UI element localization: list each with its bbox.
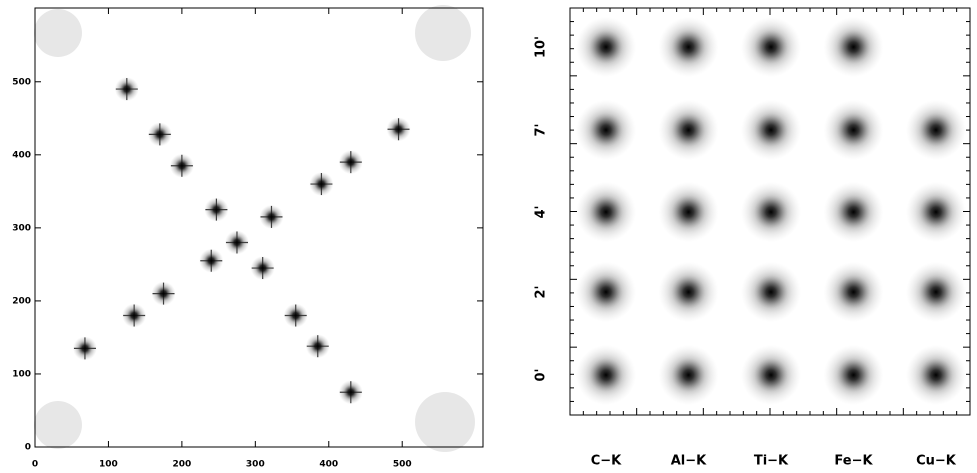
point (73, 336, 97, 360)
point (204, 198, 228, 222)
psf (672, 113, 706, 147)
point (284, 304, 308, 328)
y-tick-label: 500 (12, 77, 31, 87)
psf (672, 358, 706, 392)
left-panel (34, 5, 483, 452)
column-label: Ti−K (754, 454, 789, 469)
row-label: 7' (534, 123, 549, 136)
point (306, 334, 330, 358)
psf (754, 113, 788, 147)
point (122, 304, 146, 328)
psf (589, 358, 623, 392)
point (170, 154, 194, 178)
point (339, 380, 363, 404)
point (251, 256, 275, 280)
x-tick-label: 200 (172, 460, 191, 470)
psf (837, 195, 871, 229)
psf (754, 195, 788, 229)
x-tick-label: 100 (99, 460, 118, 470)
psf (837, 113, 871, 147)
column-label: Cu−K (916, 454, 957, 469)
column-label: Fe−K (834, 454, 873, 469)
psf (837, 30, 871, 64)
point (148, 122, 172, 146)
y-tick-label: 100 (12, 369, 31, 379)
psf (754, 358, 788, 392)
y-tick-label: 300 (12, 223, 31, 233)
point (115, 77, 139, 101)
psf (919, 358, 953, 392)
point (309, 172, 333, 196)
point (339, 150, 363, 174)
column-label: C−K (591, 454, 622, 469)
x-tick-label: 500 (393, 460, 412, 470)
x-tick-label: 0 (32, 460, 38, 470)
vignette (415, 392, 475, 452)
psf (837, 275, 871, 309)
psf (754, 30, 788, 64)
vignette (34, 401, 82, 449)
psf (672, 275, 706, 309)
point (152, 282, 176, 306)
point (387, 117, 411, 141)
psf (589, 195, 623, 229)
psf (919, 195, 953, 229)
y-tick-label: 400 (12, 150, 31, 160)
row-label: 0' (534, 368, 549, 381)
psf (672, 195, 706, 229)
row-label: 4' (534, 205, 549, 218)
page: 0 100 200 300 400 500 0 100 200 300 400 500 C−K Al−K T… (0, 0, 977, 473)
column-label: Al−K (671, 454, 707, 469)
x-tick-label: 400 (319, 460, 338, 470)
psf (919, 275, 953, 309)
point (225, 230, 249, 254)
psf (919, 113, 953, 147)
x-tick-label: 300 (246, 460, 265, 470)
vignette (34, 9, 82, 57)
row-label: 2' (534, 285, 549, 298)
plot-frame (35, 8, 483, 447)
point (259, 205, 283, 229)
row-label: 10' (534, 36, 549, 58)
psf (589, 275, 623, 309)
point (199, 249, 223, 273)
psf (589, 30, 623, 64)
y-tick-label: 0 (25, 443, 31, 453)
figure: 0 100 200 300 400 500 0 100 200 300 400 500 C−K Al−K T… (0, 0, 977, 473)
y-tick-label: 200 (12, 296, 31, 306)
psf (754, 275, 788, 309)
vignette (415, 5, 471, 61)
psf (837, 358, 871, 392)
psf (589, 113, 623, 147)
psf (672, 30, 706, 64)
